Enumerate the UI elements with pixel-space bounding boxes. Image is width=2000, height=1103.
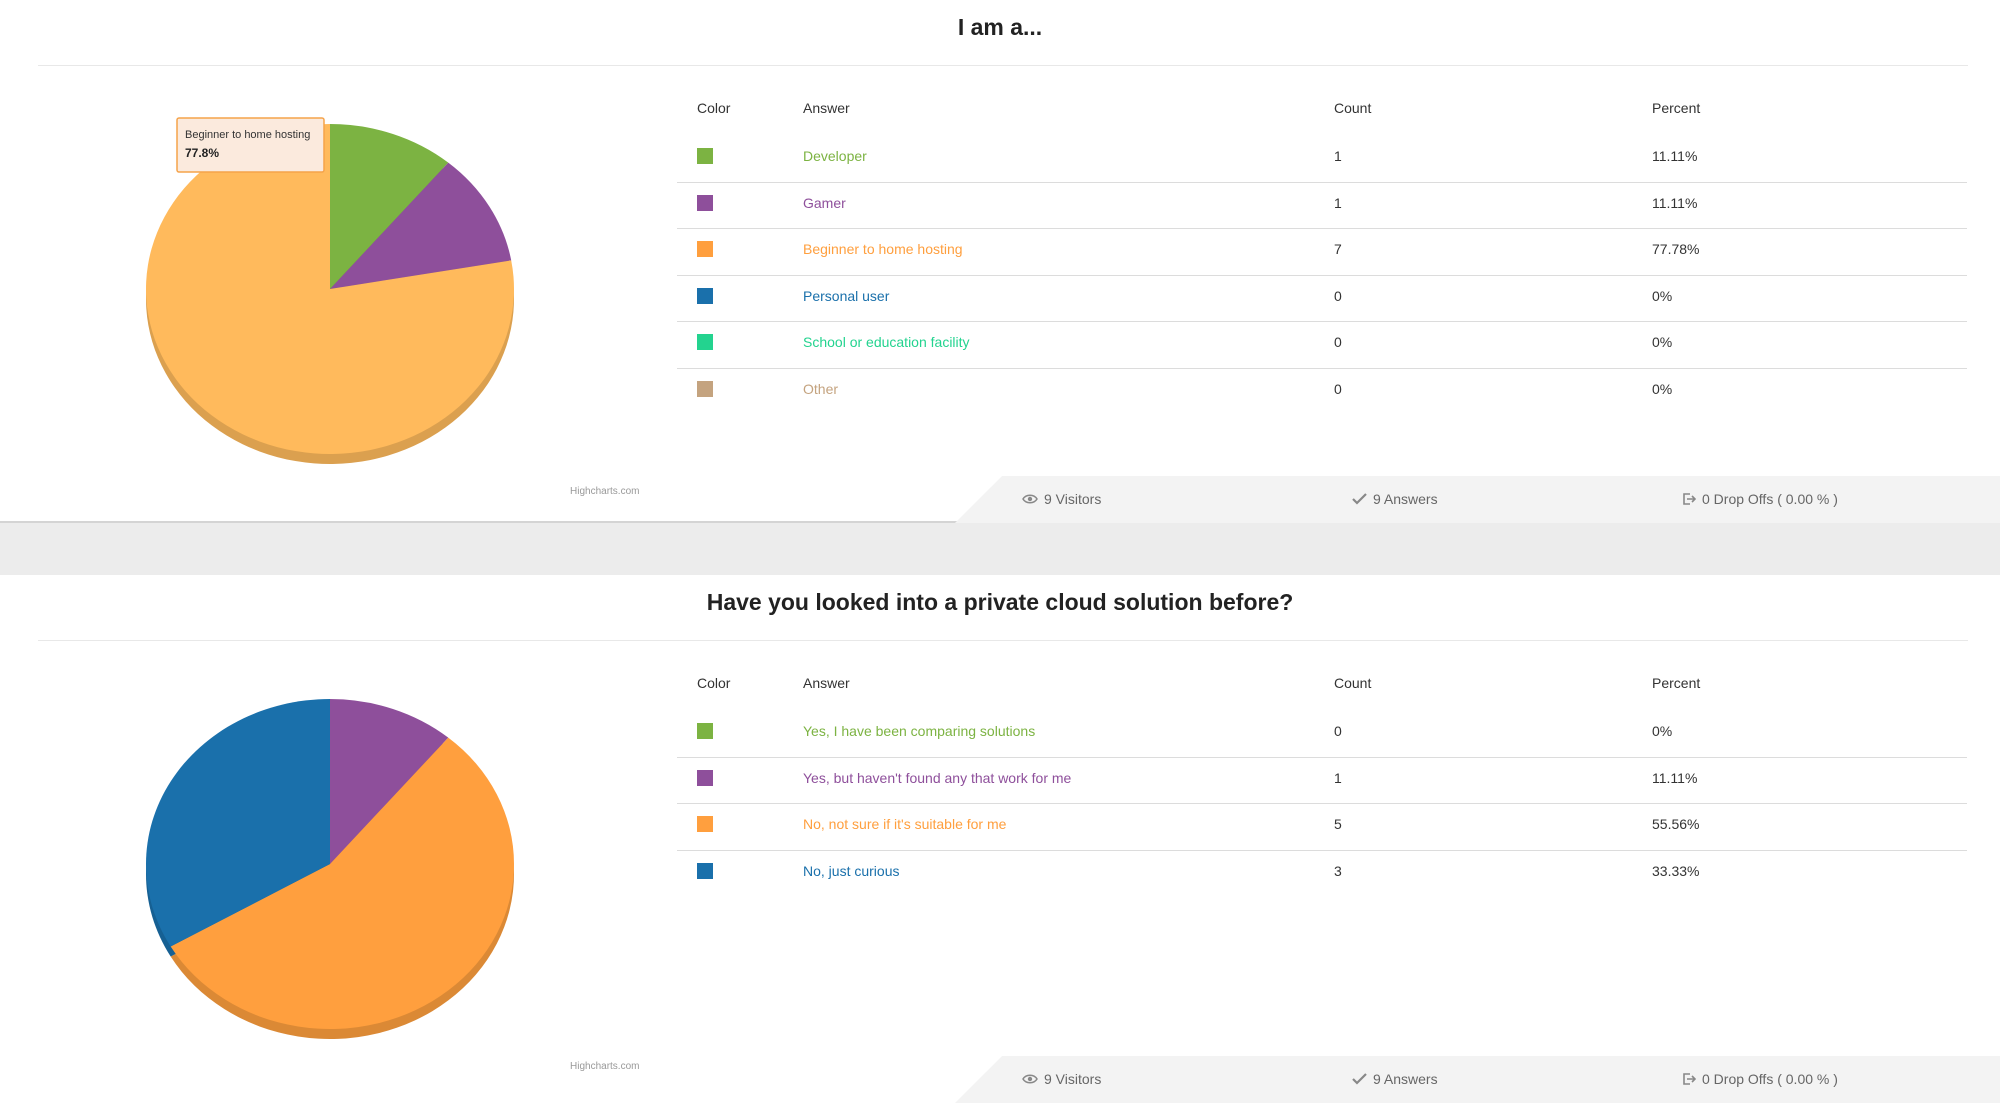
col-header-color: Color	[697, 675, 731, 691]
table-row: No, not sure if it's suitable for me 5 55.…	[677, 804, 1967, 851]
color-swatch	[697, 380, 713, 397]
answer-label: Yes, I have been comparing solutions	[803, 723, 1036, 739]
answer-count: 1	[1334, 194, 1342, 211]
tooltip-label: Beginner to home hosting	[185, 129, 310, 141]
dropoffs-stat: 0 Drop Offs ( 0.00 % )	[1682, 491, 1838, 507]
answer-percent: 33.33%	[1652, 862, 1700, 879]
answer-percent: 0%	[1652, 334, 1673, 350]
answer-count: 5	[1334, 816, 1342, 832]
answer-count: 0	[1334, 287, 1342, 304]
pie-chart: Beginner to home hosting 77.8%	[146, 117, 514, 465]
tooltip-value: 77.8%	[185, 146, 219, 160]
answer-label: No, not sure if it's suitable for me	[803, 816, 1007, 832]
answer-percent: 11.11%	[1652, 769, 1698, 786]
question-title: Have you looked into a private cloud sol…	[706, 589, 1294, 615]
color-swatch	[697, 148, 713, 164]
pie-slice[interactable]	[330, 699, 449, 864]
color-swatch	[697, 287, 713, 304]
chart-tooltip: Beginner to home hosting 77.8%	[176, 117, 325, 173]
table-row: School or education facility 0 0%	[677, 322, 1967, 369]
answer-count: 0	[1334, 380, 1342, 397]
visitors-count: 9 Visitors	[1044, 1071, 1102, 1087]
col-header-color: Color	[697, 100, 731, 116]
answer-percent: 77.78%	[1652, 241, 1700, 257]
answer-percent: 0%	[1652, 287, 1673, 304]
eye-icon	[1022, 494, 1038, 504]
pie-slice[interactable]	[330, 124, 449, 289]
table-row: Personal user 0 0%	[677, 276, 1967, 322]
answer-count: 1	[1334, 148, 1342, 164]
answer-label: Other	[803, 380, 839, 397]
answer-count: 3	[1334, 862, 1342, 879]
color-swatch	[697, 723, 713, 739]
color-swatch	[697, 241, 713, 257]
title-divider	[38, 65, 1968, 66]
visitors-stat: 9 Visitors	[1022, 491, 1101, 507]
answer-count: 7	[1334, 241, 1342, 257]
col-header-percent: Percent	[1652, 675, 1701, 691]
answers-count: 9 Answers	[1373, 1071, 1438, 1087]
stats-footer: 9 Visitors 9 Answers 0 Drop Offs ( 0.00 …	[955, 476, 2000, 523]
answer-label: Beginner to home hosting	[803, 241, 963, 257]
table-row: Other 0 0%	[677, 369, 1967, 416]
check-icon	[1352, 493, 1367, 505]
answer-label: Developer	[803, 148, 867, 164]
answer-label: Gamer	[803, 194, 846, 211]
dropoffs-count: 0 Drop Offs ( 0.00 % )	[1702, 491, 1838, 507]
color-swatch	[697, 769, 713, 786]
answer-percent: 0%	[1652, 380, 1673, 397]
answers-stat: 9 Answers	[1352, 1071, 1438, 1087]
color-swatch	[697, 334, 713, 350]
color-swatch	[697, 194, 713, 211]
highcharts-credit[interactable]: Highcharts.com	[570, 1061, 640, 1072]
visitors-count: 9 Visitors	[1044, 491, 1102, 507]
stats-footer: 9 Visitors 9 Answers 0 Drop Offs ( 0.00 …	[955, 1056, 2000, 1103]
answer-percent: 11.11%	[1652, 148, 1698, 164]
table-row: Developer 1 11.11%	[677, 136, 1967, 183]
table-row: Gamer 1 11.11%	[677, 183, 1967, 229]
col-header-answer: Answer	[803, 675, 850, 691]
visitors-stat: 9 Visitors	[1022, 1071, 1101, 1087]
answer-label: Yes, but haven't found any that work for…	[803, 769, 1072, 786]
question-panel-1: I am a... Beginner to home hosting 77.8% …	[0, 0, 2000, 523]
answer-label: Personal user	[803, 287, 890, 304]
answers-count: 9 Answers	[1373, 491, 1438, 507]
answer-count: 0	[1334, 334, 1342, 350]
answer-percent: 11.11%	[1652, 194, 1698, 211]
col-header-answer: Answer	[803, 100, 850, 116]
dropoffs-count: 0 Drop Offs ( 0.00 % )	[1702, 1071, 1838, 1087]
answer-label: No, just curious	[803, 862, 900, 879]
answer-label: School or education facility	[803, 334, 970, 350]
answer-count: 1	[1334, 769, 1342, 786]
answer-count: 0	[1334, 723, 1342, 739]
pie-slice[interactable]	[146, 699, 330, 947]
pie-slice[interactable]	[330, 162, 512, 289]
col-header-count: Count	[1334, 100, 1372, 116]
check-icon	[1352, 1073, 1367, 1085]
exit-icon	[1683, 1073, 1696, 1085]
question-title: I am a...	[957, 14, 1043, 40]
answer-percent: 0%	[1652, 723, 1673, 739]
table-row: No, just curious 3 33.33%	[677, 851, 1967, 898]
pie-slice[interactable]	[170, 737, 514, 1029]
highcharts-credit[interactable]: Highcharts.com	[570, 486, 640, 497]
answer-percent: 55.56%	[1652, 816, 1700, 832]
pie-chart	[146, 699, 514, 1039]
table-row: Beginner to home hosting 7 77.78%	[677, 229, 1967, 276]
eye-icon	[1022, 1074, 1038, 1084]
answers-stat: 9 Answers	[1352, 491, 1438, 507]
col-header-count: Count	[1334, 675, 1372, 691]
table-row: Yes, I have been comparing solutions 0 0%	[677, 711, 1967, 758]
color-swatch	[697, 862, 713, 879]
question-panel-2: Have you looked into a private cloud sol…	[0, 575, 2000, 1103]
color-swatch	[697, 816, 713, 832]
table-row: Yes, but haven't found any that work for…	[677, 758, 1967, 804]
col-header-percent: Percent	[1652, 100, 1701, 116]
title-divider	[38, 640, 1968, 641]
exit-icon	[1683, 493, 1696, 505]
pie-slice[interactable]	[146, 124, 514, 454]
dropoffs-stat: 0 Drop Offs ( 0.00 % )	[1682, 1071, 1838, 1087]
